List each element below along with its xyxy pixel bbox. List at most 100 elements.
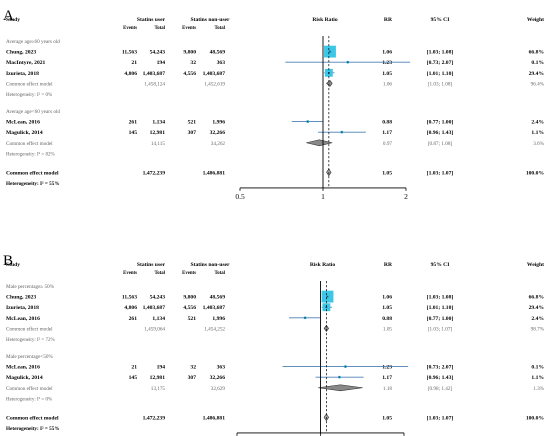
panel-a-subgroup-0-study-2-events-2: 4,556 (183, 71, 196, 77)
panel-a-subgroup-1-study-1-weight: 1.1% (531, 130, 544, 136)
panel-a-subgroup-1-pooled-rr: 0.97 (383, 141, 392, 147)
panel-b-overall-total-2: 1,486,881 (203, 415, 226, 421)
panel-b-subgroup-0-study-0-events-1: 11,563 (122, 295, 137, 301)
panel-b-subgroup-1-study-1-events-1: 145 (129, 375, 138, 381)
panel-b-subgroup-1-study-1-ci: [0.96; 1.43] (427, 375, 454, 381)
panel-a-subgroup-0-study-0-rr: 1.06 (382, 50, 392, 56)
panel-a-header-weight: Weight (527, 17, 544, 23)
panel-b-subgroup-1-study-1-total-1: 12,981 (150, 375, 166, 381)
panel-b-subgroup-0-study-0-point (326, 295, 329, 298)
panel-a-subgroup-0-pooled-weight: 96.4% (531, 81, 545, 87)
panel-a-overall-ci: [1.03; 1.07] (427, 170, 454, 176)
panel-a-subgroup-0-study-1-events-2: 32 (190, 60, 196, 66)
panel-a-subgroup-1-heterogeneity: Heterogeneity: I² = 82% (6, 151, 55, 157)
panel-a-header-plot: Risk Ratio (312, 17, 338, 23)
panel-b-subgroup-1-label: Male percentage<50% (6, 354, 54, 360)
panel-b-subgroup-0-study-0-rr: 1.06 (382, 295, 392, 301)
panel-b-subgroup-1-study-0-events-2: 32 (190, 365, 196, 371)
panel-b-subgroup-0-study-0-events-2: 9,800 (183, 295, 196, 301)
panel-a-x-tick-label-0: 0.5 (235, 192, 245, 201)
panel-a-subgroup-0-study-0-total-1: 54,243 (150, 50, 166, 56)
panel-a-subgroup-0-pooled-rr: 1.06 (383, 81, 392, 87)
panel-a-subgroup-0-study-0-weight: 66.8% (529, 50, 545, 56)
panel-b-subgroup-0-pooled-total-1: 1,459,064 (144, 326, 165, 332)
panel-a-subgroup-0-study-1-events-1: 21 (131, 60, 137, 66)
panel-b-subgroup-0-study-1-rr: 1.05 (382, 305, 392, 311)
panel-b-subgroup-0-study-2-total-2: 1,996 (212, 316, 225, 322)
panel-a-subgroup-0-study-2-name: Izurieta, 2018 (6, 71, 39, 77)
panel-a-subgroup-0-study-2-total-1: 1,403,687 (143, 71, 166, 77)
panel-a-subheader-total-2: Total (215, 26, 226, 31)
panel-a-subgroup-1-study-1-events-2: 307 (188, 130, 197, 136)
panel-b-overall-weight: 100.0% (526, 415, 545, 421)
panel-a-subgroup-0-pooled-ci: [1.03; 1.08] (428, 81, 453, 87)
panel-a-subgroup-1-pooled-name: Common effect model (6, 140, 53, 147)
panel-b-subgroup-0-study-1-ci: [1.01; 1.10] (427, 305, 454, 311)
panel-b-subgroup-0-study-0-name: Chung, 2023 (6, 295, 36, 301)
panel-a-subgroup-1-pooled-ci: [0.87; 1.08] (428, 141, 453, 147)
panel-b-header-ci: 95% CI (431, 262, 450, 268)
panel-a-subheader-events-2: Events (182, 26, 196, 31)
panel-a-overall-total-2: 1,486,881 (203, 170, 226, 176)
panel-a-subgroup-0-pooled-total-1: 1,458,124 (144, 81, 165, 87)
panel-a-header-group2: Statins non-user (190, 17, 230, 23)
panel-a-subgroup-1-study-1-rr: 1.17 (382, 130, 392, 136)
panel-b-subgroup-0-label: Male percentage≥ 50% (6, 284, 55, 290)
panel-a-subgroup-1-pooled-total-2: 34,262 (211, 141, 226, 147)
panel-b-label: B (3, 253, 13, 269)
panel-a-subgroup-1-study-1-total-2: 32,266 (210, 130, 226, 136)
panel-b-subgroup-1-study-0-total-1: 194 (157, 365, 166, 371)
panel-b-header-weight: Weight (527, 262, 544, 268)
panel-b-subgroup-1-study-1-rr: 1.17 (382, 375, 392, 381)
panel-b-subgroup-1-study-0-name: McLean, 2016 (6, 365, 40, 371)
panel-a-subgroup-0-study-0-point (329, 50, 331, 53)
panel-a-subgroup-1-study-0-weight: 2.4% (531, 120, 544, 126)
panel-b-subgroup-1-study-1-total-2: 32,266 (210, 375, 226, 381)
panel-b-subgroup-0-study-0-total-2: 48,569 (210, 295, 226, 301)
panel-b-subheader-total-2: Total (215, 271, 226, 276)
panel-b-subgroup-1-study-1-events-2: 307 (188, 375, 197, 381)
panel-a-overall-name: Common effect model (6, 170, 59, 176)
panel-b-subgroup-0-pooled-diamond (323, 324, 330, 332)
panel-b-subgroup-1-study-1-weight: 1.1% (531, 375, 544, 381)
panel-a-subgroup-0-study-1-weight: 0.1% (531, 60, 544, 66)
panel-a-subgroup-0-study-0-ci: [1.03; 1.08] (427, 50, 454, 56)
panel-a-subgroup-0-study-2-total-2: 1,403,687 (203, 71, 226, 77)
panel-b-overall-total-1: 1,472,239 (143, 415, 166, 421)
panel-b-subgroup-1-study-0-ci: [0.73; 2.07] (427, 365, 454, 371)
panel-b-subgroup-1-heterogeneity: Heterogeneity: I² = 0% (6, 396, 52, 402)
panel-a-subgroup-0-pooled-name: Common effect model (6, 80, 53, 87)
panel-a-subgroup-0-study-0-events-2: 9,800 (183, 50, 196, 56)
panel-b-subheader-total-1: Total (155, 271, 166, 276)
panel-b-subgroup-0-study-2-total-1: 1,134 (152, 316, 165, 322)
panel-b-subgroup-1-study-1-name: Magulick, 2014 (6, 375, 43, 381)
panel-a-overall-heterogeneity: Heterogeneity: I² = 55% (6, 181, 60, 187)
panel-a-subgroup-1-pooled-diamond (306, 139, 333, 147)
panel-b-overall-heterogeneity: Heterogeneity: I² = 55% (6, 426, 60, 432)
panel-a-subgroup-1-study-1-name: Magulick, 2014 (6, 130, 43, 136)
panel-a-header-group1: Statins user (137, 17, 166, 23)
panel-b-subgroup-0-study-2-point (304, 317, 306, 319)
panel-a-subgroup-0-study-2-ci: [1.01; 1.10] (427, 71, 454, 77)
panel-a-subgroup-1-study-0-events-1: 261 (129, 120, 138, 126)
panel-a-subgroup-0-study-1-ci: [0.73; 2.07] (427, 60, 454, 66)
panel-a-subgroup-1-study-1-ci: [0.96; 1.43] (427, 130, 454, 136)
panel-a-header-ci: 95% CI (431, 17, 450, 23)
panel-b-subgroup-0-study-1-total-1: 1,403,687 (143, 305, 166, 311)
panel-b-subgroup-0-study-1-total-2: 1,403,687 (203, 305, 226, 311)
panel-b-subgroup-0-study-1-events-2: 4,556 (183, 305, 196, 311)
panel-a-subgroup-1-study-0-rr: 0.88 (382, 120, 392, 126)
panel-b-subgroup-0-study-0-weight: 66.8% (529, 295, 545, 301)
panel-a-subgroup-0-heterogeneity: Heterogeneity: I² = 0% (6, 92, 52, 98)
panel-a-subheader-total-1: Total (155, 26, 166, 31)
panel-a-subgroup-0-study-2-events-1: 4,806 (124, 71, 137, 77)
panel-a-subgroup-0-study-0-name: Chung, 2023 (6, 50, 36, 56)
panel-b-subheader-events-2: Events (182, 271, 196, 276)
panel-a-subgroup-0-study-1-total-1: 194 (157, 60, 166, 66)
panel-b-subheader-events-1: Events (123, 271, 137, 276)
panel-a-subgroup-1-pooled-total-1: 14,115 (151, 141, 165, 147)
panel-b-subgroup-1-pooled-diamond (318, 384, 363, 392)
panel-b-subgroup-1-pooled-total-2: 32,629 (211, 386, 226, 392)
panel-b-subgroup-0-study-1-events-1: 4,806 (124, 305, 137, 311)
panel-a-subgroup-1-study-0-point (306, 120, 309, 123)
